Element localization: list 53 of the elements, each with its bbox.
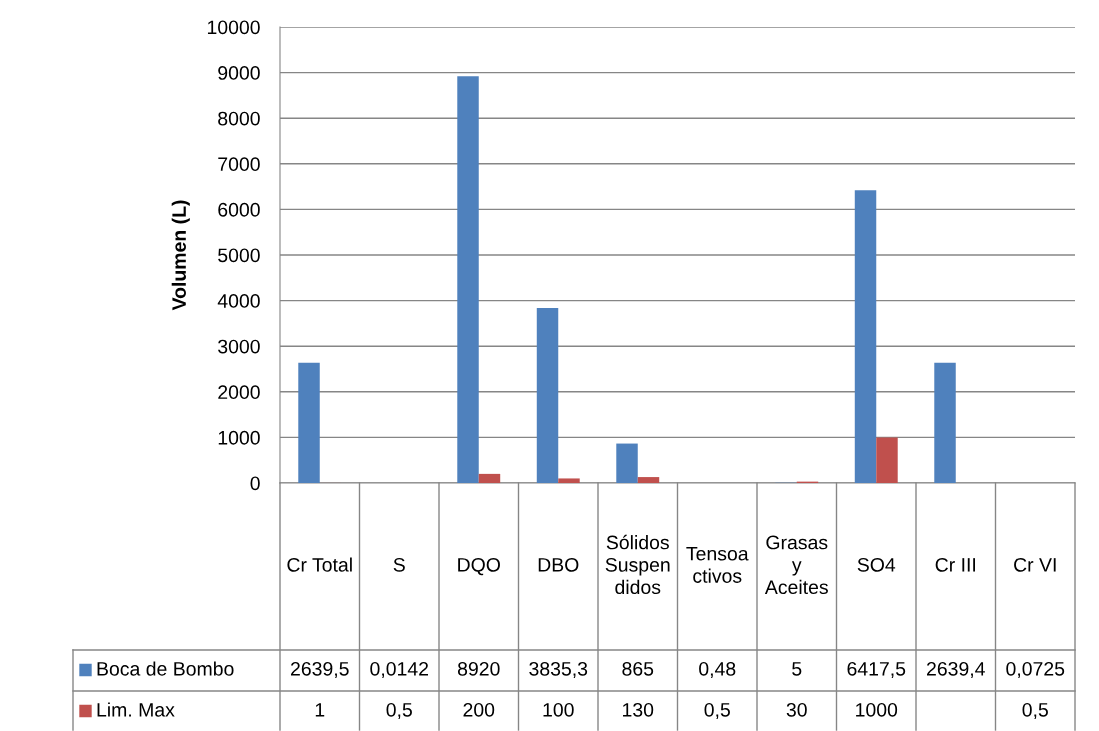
- data-label: 0,5: [386, 702, 412, 720]
- y-tick-label: 7000: [218, 157, 260, 172]
- bar: [298, 362, 320, 483]
- y-axis-title: Volumen (L): [171, 200, 190, 311]
- data-label: 6417,5: [847, 661, 906, 679]
- y-tick-label: 9000: [218, 66, 260, 80]
- bar: [558, 478, 580, 483]
- bar: [876, 437, 898, 483]
- data-label: 0,5: [1022, 702, 1048, 720]
- y-tick-label: 4000: [217, 294, 260, 308]
- y-tick-label: 0: [250, 476, 260, 491]
- data-label: 130: [623, 702, 654, 717]
- y-tick-label: 3000: [218, 339, 260, 354]
- data-label: 0,0725: [1006, 661, 1065, 679]
- data-label: 3835,3: [529, 661, 588, 679]
- data-label: 1000: [856, 702, 898, 717]
- x-tick-label: S: [393, 557, 405, 572]
- bar: [854, 190, 877, 483]
- legend-label: Boca de Bombo: [97, 661, 234, 676]
- bar: [934, 362, 956, 483]
- data-label: 0,0142: [370, 661, 429, 679]
- x-tick-label: Grasas y Aceites: [764, 535, 828, 595]
- data-label: 2639,4: [926, 661, 985, 679]
- x-tick-label: DBO: [538, 557, 579, 572]
- x-tick-label: Tensoactivos: [686, 546, 749, 583]
- y-tick-label: 10000: [207, 20, 260, 35]
- data-label: 100: [543, 702, 574, 717]
- y-tick-label: 8000: [218, 111, 260, 126]
- x-tick-label: Sólidos Suspendidos: [605, 534, 670, 595]
- data-label: 30: [786, 702, 807, 717]
- bar: [536, 308, 559, 483]
- data-label: 2639,5: [290, 661, 349, 679]
- data-label: 8920: [457, 661, 500, 676]
- data-label: 200: [463, 702, 495, 717]
- bar: [457, 76, 479, 483]
- x-tick-label: DQO: [458, 557, 500, 576]
- data-label: 865: [622, 661, 654, 676]
- x-tick-label: SO4: [857, 557, 896, 572]
- y-tick-label: 2000: [218, 385, 260, 400]
- data-label: 0,5: [704, 702, 730, 720]
- y-tick-label: 1000: [218, 430, 260, 445]
- bar: [478, 473, 501, 483]
- legend-label: Lim. Max: [97, 702, 175, 717]
- y-tick-label: 5000: [218, 248, 260, 263]
- x-tick-label: Cr Total: [287, 557, 352, 572]
- y-tick-label: 6000: [218, 202, 260, 217]
- bar: [637, 477, 660, 483]
- x-tick-label: Cr III: [935, 557, 976, 572]
- data-label: 5: [792, 662, 802, 676]
- data-label: 1: [315, 703, 325, 717]
- bar: [616, 443, 638, 483]
- x-tick-label: Cr VI: [1014, 557, 1056, 572]
- data-label: 0,48: [699, 661, 736, 679]
